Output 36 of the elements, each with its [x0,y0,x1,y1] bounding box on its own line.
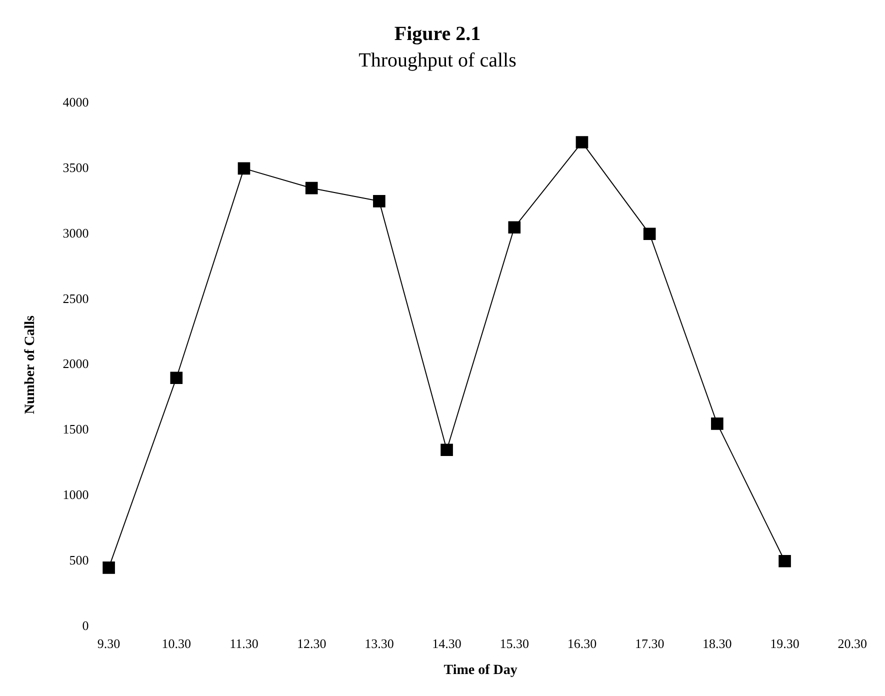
point [508,221,521,234]
x-tick-label: 9.30 [97,636,120,651]
y-tick-label: 1500 [62,422,89,437]
y-tick-label: 3500 [62,160,89,175]
y-tick-label: 1000 [62,487,89,502]
y-tick-label: 2000 [62,356,89,372]
x-tick-label: 10.30 [162,636,192,651]
y-tick-label: 3000 [62,225,89,240]
point [576,136,588,148]
x-tick-label: 18.30 [702,636,732,651]
point [711,418,724,430]
x-tick-label: 13.30 [364,636,394,651]
y-tick-label: 0 [82,618,89,634]
y-tick-label: 4000 [62,94,89,110]
point [643,228,656,240]
point [440,444,453,456]
x-tick-label: 17.30 [634,636,664,651]
y-tick-label: 2500 [62,290,89,306]
chart-subtitle: Throughput of calls [358,49,517,72]
point [778,554,791,568]
y-tick-label: 500 [69,552,89,568]
point [305,182,318,194]
x-tick-label: 16.30 [567,636,597,651]
point [170,372,183,384]
chart-title: Figure 2.1 [394,23,481,46]
x-tick-label: 11.30 [230,636,258,651]
point [238,162,250,175]
y-axis-title: Number of Calls [23,314,38,414]
point [373,195,386,208]
x-tick-label: 20.30 [838,636,867,651]
x-tick-label: 19.30 [770,636,800,651]
point [102,562,115,574]
x-tick-label: 14.30 [432,636,462,651]
x-tick-label: 12.30 [296,636,326,651]
x-tick-label: 15.30 [500,636,530,651]
x-axis-title: Time of Day [444,663,518,678]
